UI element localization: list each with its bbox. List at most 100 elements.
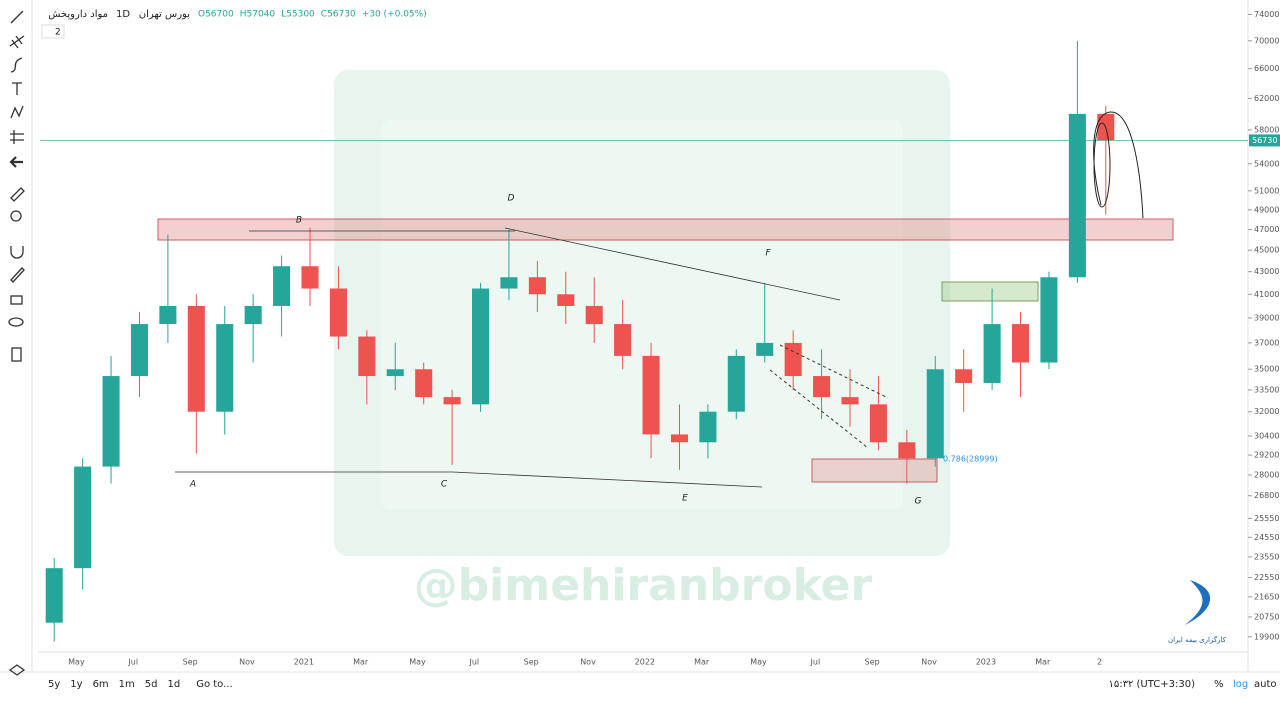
candle-body [955, 369, 973, 383]
ohlc-value: H57040 [240, 10, 276, 20]
candle-body [869, 404, 887, 443]
ellipse [1093, 122, 1111, 208]
x-tick-label: Jul [810, 658, 821, 667]
tool-measure-range[interactable] [10, 130, 24, 144]
candle-body [102, 376, 120, 467]
broker-logo [1185, 580, 1211, 625]
x-tick-label: Nov [921, 658, 937, 667]
percent-toggle[interactable]: % [1214, 679, 1224, 690]
x-tick-label: Sep [524, 658, 539, 667]
candle-body [983, 324, 1001, 383]
tool-text[interactable] [12, 82, 22, 95]
goto-button[interactable]: Go to... [196, 679, 232, 690]
tool-brush[interactable] [10, 57, 23, 73]
target-zone [941, 281, 1039, 302]
x-tick-label: Sep [183, 658, 198, 667]
y-tick-label: 39000 [1254, 313, 1279, 322]
y-tick-label: 54000 [1254, 159, 1279, 168]
y-tick-label: 45000 [1254, 246, 1279, 255]
y-tick-label: 28000 [1254, 470, 1279, 479]
x-tick-label: 2021 [294, 658, 314, 667]
y-tick-label: 29200 [1254, 451, 1279, 460]
y-tick-label: 23550 [1254, 552, 1279, 561]
x-tick-label: Nov [580, 658, 596, 667]
interval: 1D [116, 9, 130, 20]
support-zone [811, 458, 938, 483]
tool-layers[interactable] [8, 664, 26, 676]
tool-zoom[interactable] [10, 210, 22, 222]
candle-body [500, 277, 518, 289]
tool-eye[interactable] [8, 317, 24, 327]
range-button[interactable]: 5d [145, 679, 158, 690]
y-tick-label: 26800 [1254, 491, 1279, 500]
tool-lock[interactable] [10, 295, 23, 305]
candle-body [386, 369, 404, 377]
trend-line [452, 471, 763, 488]
candle-body [926, 369, 944, 459]
x-tick-label: 2023 [976, 658, 996, 667]
x-tick-label: 2 [1097, 658, 1102, 667]
y-tick-label: 19900 [1254, 632, 1279, 641]
x-tick-label: May [409, 658, 426, 667]
candle-body [898, 442, 916, 459]
x-tick-label: Jul [127, 658, 138, 667]
candle-body [472, 288, 490, 405]
y-tick-label: 21650 [1254, 592, 1279, 601]
y-tick-label: 24550 [1254, 533, 1279, 542]
y-tick-label: 41000 [1254, 290, 1279, 299]
candle-body [130, 324, 148, 377]
clock: ۱۵:۳۲ (UTC+3:30) [1109, 679, 1196, 690]
ohlc-value: C56730 [321, 10, 356, 20]
candle-body [159, 305, 177, 325]
tool-lock-draw[interactable] [10, 267, 25, 283]
collapse-button[interactable] [41, 24, 65, 39]
y-tick-label: 49000 [1254, 205, 1279, 214]
last-price-label: 56730 [1252, 136, 1277, 145]
annotation: B [296, 216, 302, 226]
candle-body [244, 305, 262, 325]
candle-body [329, 288, 347, 337]
y-tick-label: 74000 [1254, 10, 1279, 19]
y-tick-label: 62000 [1254, 94, 1279, 103]
auto-toggle[interactable]: auto [1254, 679, 1277, 690]
y-tick-label: 35000 [1254, 365, 1279, 374]
annotation: 0.786(28999) [943, 455, 998, 464]
candle-body [74, 466, 92, 569]
tool-ruler[interactable] [10, 187, 25, 202]
tool-trash[interactable] [11, 347, 22, 362]
watermark: @bimehiranbroker [414, 560, 873, 611]
y-tick-label: 66000 [1254, 64, 1279, 73]
candle-body [1012, 324, 1030, 363]
toolbar [8, 10, 26, 676]
trend-line [504, 227, 841, 301]
y-tick-label: 43000 [1254, 267, 1279, 276]
annotation: G [915, 497, 922, 507]
tool-pattern[interactable] [10, 105, 24, 119]
ohlc-value: +30 (+0.05%) [362, 10, 427, 20]
range-button[interactable]: 1y [70, 679, 82, 690]
range-button[interactable]: 5y [48, 679, 60, 690]
log-toggle[interactable]: log [1233, 679, 1248, 690]
range-button[interactable]: 1d [168, 679, 181, 690]
range-button[interactable]: 6m [93, 679, 109, 690]
candle-body [1040, 277, 1058, 363]
y-tick-label: 37000 [1254, 338, 1279, 347]
tool-trend[interactable] [10, 10, 24, 24]
x-tick-label: Jul [468, 658, 479, 667]
tool-fib[interactable] [9, 35, 25, 49]
last-price-box [1249, 134, 1280, 147]
x-tick-label: May [750, 658, 767, 667]
x-tick-label: Mar [353, 658, 369, 667]
logo-text: کارگزاری بیمه ایران [1168, 635, 1227, 644]
tool-back[interactable] [9, 156, 23, 168]
y-tick-label: 70000 [1254, 36, 1279, 45]
y-tick-label: 47000 [1254, 225, 1279, 234]
tool-magnet[interactable] [10, 246, 24, 259]
channel [769, 344, 889, 449]
annotation: F [765, 249, 771, 259]
range-button[interactable]: 1m [119, 679, 135, 690]
symbol: مواد داروپخش [48, 9, 108, 20]
annotation: A [189, 480, 196, 490]
candle-body [443, 397, 461, 405]
candle-body [699, 411, 717, 443]
